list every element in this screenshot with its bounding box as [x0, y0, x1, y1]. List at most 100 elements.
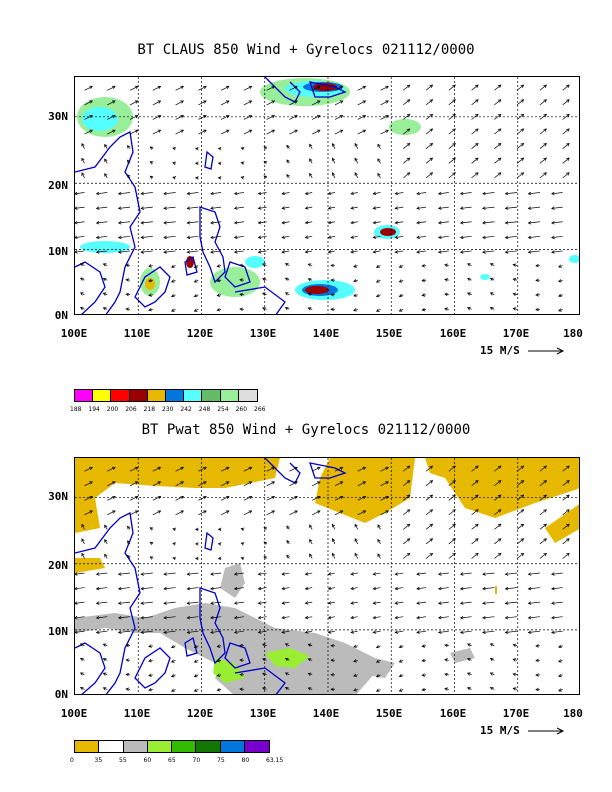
legend-label: 35: [94, 757, 103, 764]
wind-arrow: [394, 235, 404, 239]
wind-arrow: [527, 586, 540, 591]
wind-arrow: [375, 674, 381, 678]
wind-arrow: [350, 250, 358, 254]
wind-arrow: [266, 495, 276, 501]
wind-arrow: [289, 115, 298, 120]
wind-arrow: [210, 630, 222, 634]
wind-arrow: [217, 527, 222, 532]
wind-arrow: [304, 235, 313, 239]
wind-arrow: [312, 510, 321, 516]
wind-arrow: [172, 556, 176, 561]
wind-arrow: [539, 538, 547, 545]
wind-arrow: [353, 688, 358, 692]
wind-arrow: [403, 480, 411, 487]
wind-arrow: [350, 220, 358, 225]
wind-arrow: [126, 554, 131, 559]
wind-arrow: [551, 250, 563, 254]
wind-arrow: [489, 263, 495, 267]
wind-arrow: [558, 293, 563, 297]
wind-arrow: [263, 160, 268, 165]
wind-arrow: [243, 481, 253, 487]
wind-arrow: [334, 85, 344, 91]
wind-arrow: [148, 293, 153, 297]
wind-arrow: [198, 481, 207, 487]
wind-arrow: [84, 129, 93, 135]
wind-arrow: [562, 552, 570, 559]
wind-arrow: [198, 129, 207, 135]
wind-arrow: [350, 615, 358, 620]
wind-arrow: [421, 687, 427, 692]
wind-arrow: [425, 99, 434, 106]
wind-arrow: [240, 176, 245, 180]
wind-arrow: [459, 206, 472, 210]
wind-arrow: [372, 206, 381, 210]
wind-arrow: [140, 221, 153, 225]
wind-arrow: [312, 495, 321, 501]
legend-swatch: [99, 741, 124, 752]
wind-arrow: [459, 601, 472, 605]
p2-lon-180: 180: [563, 707, 583, 720]
wind-arrow: [175, 510, 185, 516]
wind-arrow: [551, 206, 563, 210]
wind-arrow: [375, 659, 381, 663]
wind-arrow: [527, 191, 540, 196]
wind-arrow: [353, 308, 358, 312]
wind-arrow: [330, 658, 335, 663]
wind-arrow: [171, 659, 176, 663]
wind-arrow: [193, 279, 199, 283]
wind-arrow: [240, 161, 245, 165]
wind-arrow: [562, 465, 570, 472]
wind-arrow: [193, 308, 199, 312]
wind-arrow: [357, 466, 367, 472]
p1-lat-20n: 20N: [48, 179, 68, 192]
wind-arrow: [175, 495, 185, 501]
wind-arrow: [286, 144, 290, 149]
wind-arrow: [75, 235, 85, 240]
wind-arrow: [527, 572, 540, 576]
wind-arrow: [459, 191, 472, 196]
wind-arrow: [81, 157, 85, 164]
wind-arrow: [240, 542, 245, 546]
wind-arrow: [79, 263, 85, 267]
wind-arrow: [220, 129, 230, 135]
wind-arrow: [437, 191, 449, 196]
wind-arrow: [307, 672, 313, 676]
wind-arrow: [512, 278, 518, 282]
wind-arrow: [444, 687, 449, 691]
wind-arrow: [489, 672, 495, 676]
wind-arrow: [512, 307, 518, 311]
wind-arrow: [129, 510, 139, 516]
wind-arrow: [217, 556, 222, 561]
wind-arrow: [171, 308, 176, 312]
wind-arrow: [327, 191, 336, 196]
wind-arrow: [334, 481, 344, 487]
wind-arrow: [448, 84, 456, 91]
p1-lon-180: 180: [563, 327, 583, 340]
wind-arrow: [494, 84, 502, 91]
wind-arrow: [281, 191, 290, 196]
wind-arrow: [210, 586, 222, 591]
wind-arrow: [354, 142, 359, 149]
legend-label: 266: [254, 406, 266, 413]
wind-arrow: [416, 586, 427, 591]
wind-arrow: [217, 542, 222, 546]
p1-ref-vector: 15 M/S: [480, 344, 566, 357]
wind-arrow: [243, 129, 253, 135]
wind-arrow: [117, 191, 131, 196]
wind-arrow: [284, 657, 290, 662]
wind-arrow: [266, 129, 276, 135]
wind-arrow: [286, 159, 290, 164]
wind-arrow: [239, 278, 244, 282]
wind-arrow: [467, 277, 472, 281]
wind-arrow: [516, 128, 525, 135]
wind-arrow: [117, 630, 131, 634]
wind-arrow: [482, 235, 495, 240]
wind-arrow: [102, 277, 108, 282]
wind-arrow: [562, 523, 570, 530]
wind-arrow: [437, 630, 449, 634]
legend-swatch: [129, 390, 148, 401]
wind-arrow: [448, 465, 456, 472]
wind-arrow: [403, 84, 411, 91]
wind-arrow: [210, 191, 222, 196]
wind-arrow: [327, 630, 336, 634]
